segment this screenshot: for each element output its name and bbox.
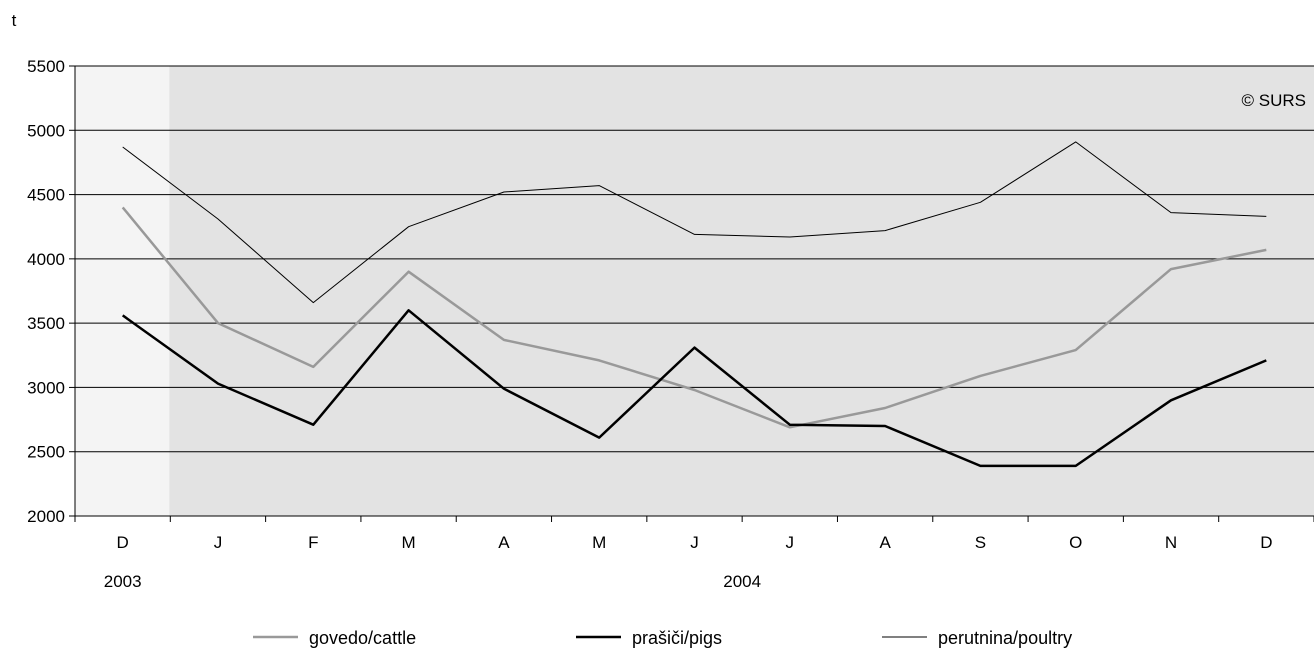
year-label: 2003: [104, 572, 142, 591]
x-tick-label: A: [879, 533, 891, 552]
first-period-background: [75, 66, 170, 516]
x-tick-label: M: [592, 533, 606, 552]
x-tick-label: M: [401, 533, 415, 552]
x-tick-label: J: [786, 533, 795, 552]
year-label: 2004: [723, 572, 761, 591]
legend-label: prašiči/pigs: [632, 628, 722, 648]
y-tick-label: 2000: [27, 507, 65, 526]
y-tick-label: 3500: [27, 314, 65, 333]
x-tick-label: D: [1260, 533, 1272, 552]
y-tick-label: 3000: [27, 378, 65, 397]
x-tick-label: S: [975, 533, 986, 552]
y-tick-label: 2500: [27, 443, 65, 462]
x-tick-label: D: [117, 533, 129, 552]
x-tick-label: F: [308, 533, 318, 552]
y-tick-label: 4000: [27, 250, 65, 269]
x-tick-label: J: [690, 533, 699, 552]
y-axis-label: t: [12, 11, 17, 30]
y-tick-label: 4500: [27, 186, 65, 205]
plot-background: [75, 66, 1314, 516]
x-tick-label: O: [1069, 533, 1082, 552]
x-tick-label: N: [1165, 533, 1177, 552]
legend-label: perutnina/poultry: [938, 628, 1072, 648]
x-tick-label: A: [498, 533, 510, 552]
x-tick-label: J: [214, 533, 223, 552]
copyright-label: © SURS: [1242, 91, 1306, 110]
y-tick-label: 5000: [27, 121, 65, 140]
legend-label: govedo/cattle: [309, 628, 416, 648]
y-tick-label: 5500: [27, 57, 65, 76]
